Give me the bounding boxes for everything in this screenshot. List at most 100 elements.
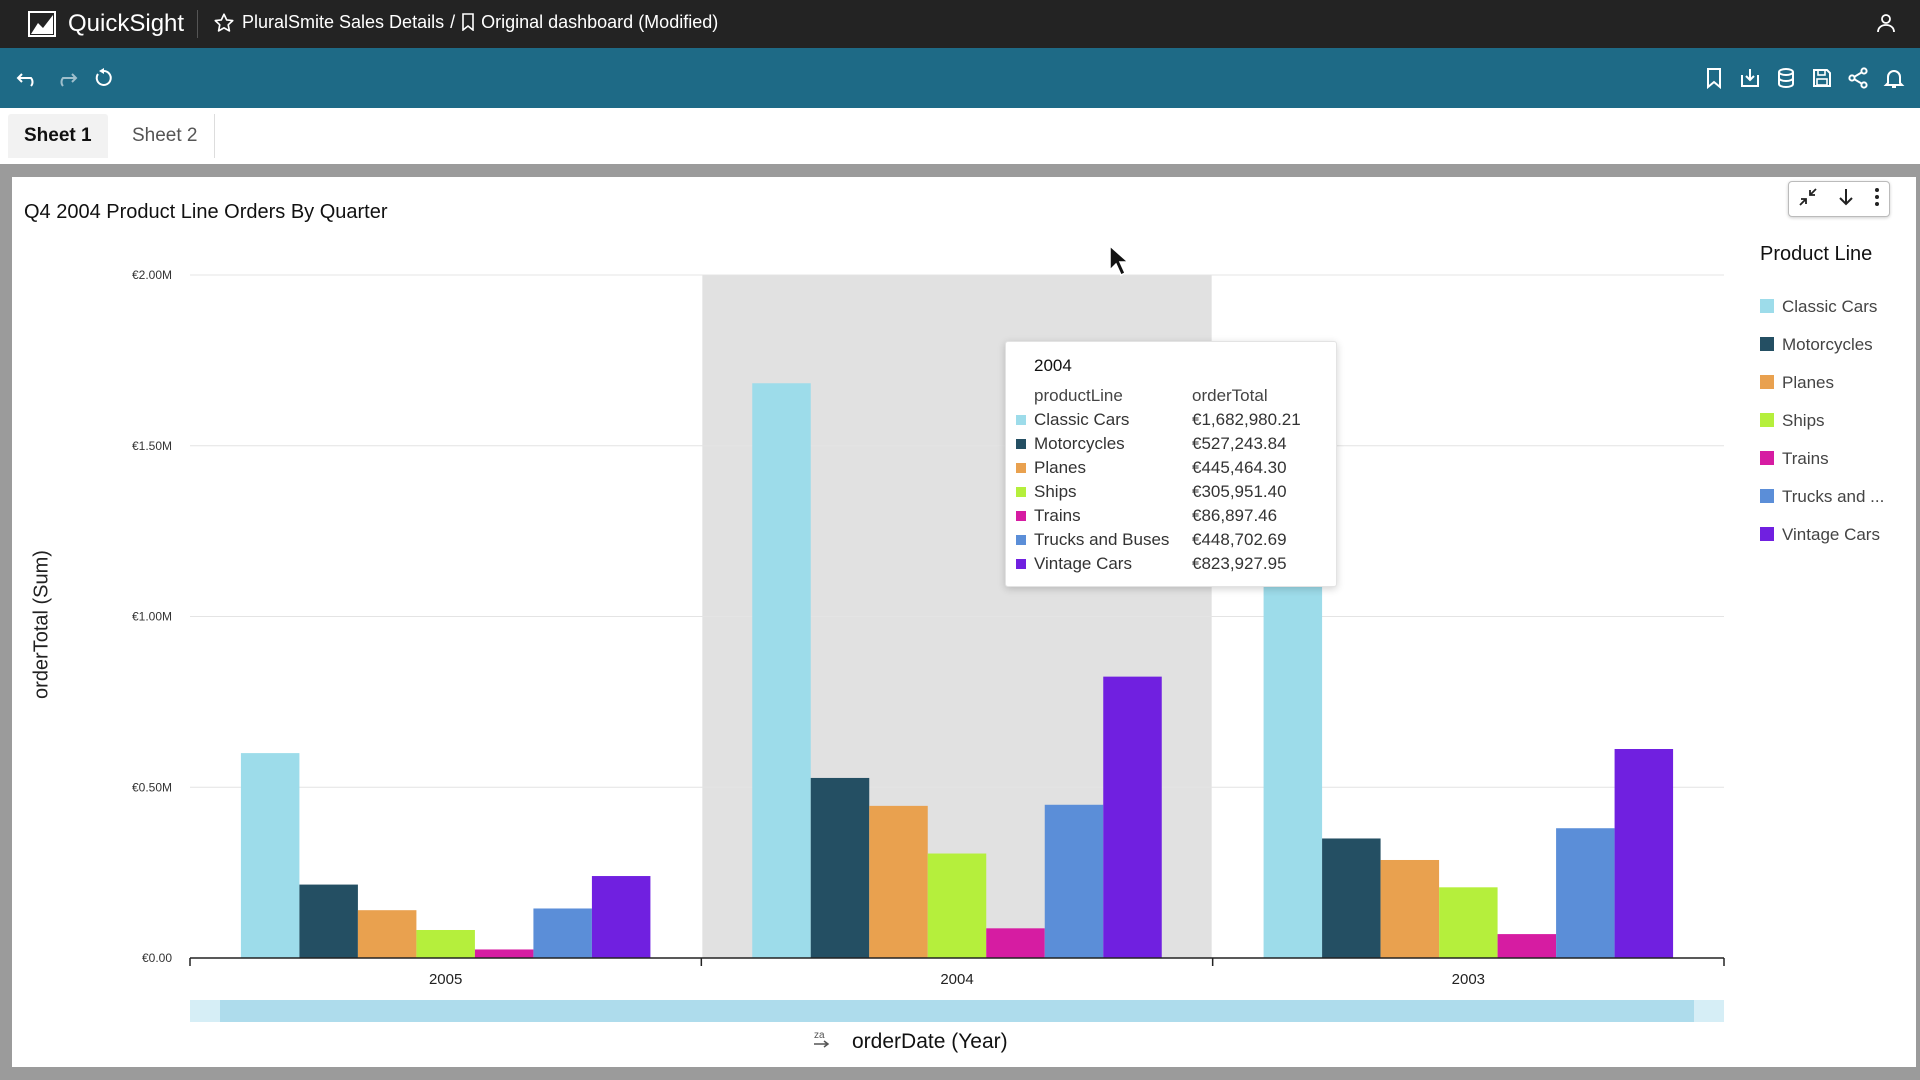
legend-swatch xyxy=(1760,413,1774,427)
x-tick-label: 2005 xyxy=(429,971,462,988)
bar-trucks-and-buses xyxy=(533,908,592,958)
y-tick-label: €2.00M xyxy=(132,268,172,282)
bar-vintage-cars xyxy=(1103,676,1162,958)
bar-trains xyxy=(474,949,534,958)
breadcrumb-dashboard[interactable]: Original dashboard (Modified) xyxy=(481,12,719,32)
legend-title: Product Line xyxy=(1760,243,1873,265)
legend-item-vintage-cars[interactable]: Vintage Cars xyxy=(1760,525,1880,545)
bar-classic-cars xyxy=(752,383,811,958)
legend-swatch xyxy=(1760,337,1774,351)
tooltip-row: Ships €305,951.40 xyxy=(1016,482,1326,506)
toolbar xyxy=(0,48,1920,108)
legend-label: Classic Cars xyxy=(1782,297,1878,316)
legend-label: Trucks and ... xyxy=(1782,487,1885,506)
mouse-cursor-icon xyxy=(1109,244,1130,277)
bar-planes xyxy=(1380,859,1440,958)
bar-trucks-and-buses xyxy=(1044,804,1104,958)
collapse-icon[interactable] xyxy=(1798,187,1818,212)
x-axis-title-row: za orderDate (Year) xyxy=(812,1027,1008,1057)
tooltip-row: Motorcycles €527,243.84 xyxy=(1016,434,1326,458)
bell-icon[interactable] xyxy=(1882,64,1906,92)
x-tick-label: 2004 xyxy=(940,971,973,988)
tooltip-row: Trucks and Buses €448,702.69 xyxy=(1016,530,1326,554)
y-tick-label: €1.00M xyxy=(132,610,172,624)
bar-ships xyxy=(1439,887,1498,958)
legend-item-planes[interactable]: Planes xyxy=(1760,373,1834,393)
legend-swatch xyxy=(1760,527,1774,541)
legend-item-trucks[interactable]: Trucks and ... xyxy=(1760,487,1884,507)
bar-trucks-and-buses xyxy=(1556,828,1615,958)
legend-label: Vintage Cars xyxy=(1782,525,1880,544)
breadcrumb-analysis[interactable]: PluralSmite Sales Details xyxy=(242,12,445,32)
user-icon[interactable] xyxy=(1876,13,1896,33)
sort-icon-label: za xyxy=(814,1030,825,1041)
legend-swatch xyxy=(1760,451,1774,465)
bar-motorcycles xyxy=(299,884,358,958)
chart-tooltip: 2004 productLine orderTotal Classic Cars… xyxy=(1005,341,1337,587)
star-icon[interactable] xyxy=(213,12,235,34)
legend-swatch xyxy=(1760,375,1774,389)
y-tick-label: €1.50M xyxy=(132,439,172,453)
legend-label: Trains xyxy=(1782,449,1829,468)
bookmark-icon[interactable] xyxy=(1702,64,1726,92)
sheet-tabs: Sheet 1 Sheet 2 xyxy=(0,108,1920,165)
bookmark-icon xyxy=(462,13,474,31)
top-bar: QuickSight PluralSmite Sales Details / Ori… xyxy=(0,0,1920,48)
tooltip-row: Trains €86,897.46 xyxy=(1016,506,1326,530)
sort-icon[interactable]: za xyxy=(812,1029,834,1056)
reset-icon[interactable] xyxy=(92,64,116,92)
dataset-icon[interactable] xyxy=(1774,64,1798,92)
bar-motorcycles xyxy=(1322,838,1381,958)
legend-item-trains[interactable]: Trains xyxy=(1760,449,1829,469)
export-icon[interactable] xyxy=(1738,64,1762,92)
tooltip-col-header: orderTotal xyxy=(1192,386,1268,405)
visual-controls xyxy=(1788,181,1890,217)
bar-planes xyxy=(357,910,417,958)
drill-down-icon[interactable] xyxy=(1837,187,1855,212)
breadcrumb-separator: / xyxy=(450,12,456,32)
bar-vintage-cars xyxy=(1614,749,1674,958)
app-name: QuickSight xyxy=(68,10,185,37)
bar-trains xyxy=(986,928,1045,958)
share-icon[interactable] xyxy=(1846,64,1870,92)
quicksight-logo-icon[interactable] xyxy=(28,11,56,37)
y-axis-title: orderTotal (Sum) xyxy=(30,550,53,699)
bar-classic-cars xyxy=(1263,582,1323,958)
y-tick-label: €0.00 xyxy=(142,951,172,965)
bar-ships xyxy=(927,853,987,958)
legend-item-motorcycles[interactable]: Motorcycles xyxy=(1760,335,1873,355)
save-icon[interactable] xyxy=(1810,64,1834,92)
tooltip-row: Classic Cars €1,682,980.21 xyxy=(1016,410,1326,434)
tab-sheet-1[interactable]: Sheet 1 xyxy=(8,114,108,158)
tooltip-row: Vintage Cars €823,927.95 xyxy=(1016,554,1326,578)
legend-swatch xyxy=(1760,299,1774,313)
visual-title: Q4 2004 Product Line Orders By Quarter xyxy=(24,201,388,223)
more-options-icon[interactable] xyxy=(1874,187,1880,212)
bar-vintage-cars xyxy=(591,876,651,958)
bar-ships xyxy=(416,929,475,958)
legend-label: Ships xyxy=(1782,411,1825,430)
tooltip-row: Planes €445,464.30 xyxy=(1016,458,1326,482)
tab-sheet-2[interactable]: Sheet 2 xyxy=(116,114,215,158)
x-tick-label: 2003 xyxy=(1452,971,1485,988)
bar-classic-cars xyxy=(240,753,300,958)
tooltip-col-header: productLine xyxy=(1034,386,1123,405)
scrollbar-thumb[interactable] xyxy=(220,1000,1694,1022)
breadcrumb: PluralSmite Sales Details / Original dashb… xyxy=(242,12,718,33)
legend-label: Motorcycles xyxy=(1782,335,1873,354)
legend-item-classic-cars[interactable]: Classic Cars xyxy=(1760,297,1877,317)
legend-label: Planes xyxy=(1782,373,1834,392)
bar-chart-visual[interactable]: Q4 2004 Product Line Orders By Quarter €… xyxy=(12,177,1916,1067)
bar-trains xyxy=(1497,934,1557,958)
divider xyxy=(197,10,198,38)
legend-item-ships[interactable]: Ships xyxy=(1760,411,1825,431)
bar-planes xyxy=(869,805,928,958)
tooltip-title: 2004 xyxy=(1034,356,1072,375)
x-axis-title[interactable]: orderDate (Year) xyxy=(852,1030,1008,1053)
bar-motorcycles xyxy=(810,777,870,958)
redo-icon[interactable] xyxy=(54,64,78,92)
undo-icon[interactable] xyxy=(16,64,40,92)
range-scrollbar[interactable] xyxy=(190,1000,1724,1022)
legend-swatch xyxy=(1760,489,1774,503)
